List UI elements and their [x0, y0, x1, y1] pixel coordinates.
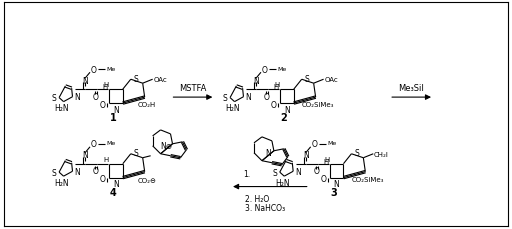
Text: O: O [262, 65, 268, 74]
Text: N: N [82, 76, 88, 85]
Text: H: H [103, 82, 109, 88]
Text: CO₂SiMe₃: CO₂SiMe₃ [351, 176, 383, 182]
Text: H: H [102, 84, 108, 90]
Text: OAc: OAc [325, 77, 338, 83]
Text: O: O [91, 65, 97, 74]
Text: H: H [103, 156, 109, 162]
Text: O: O [91, 140, 97, 149]
Text: N: N [284, 105, 290, 114]
Text: O: O [100, 174, 106, 183]
Text: 2: 2 [281, 112, 287, 123]
Text: N: N [265, 149, 271, 158]
Text: H: H [273, 84, 279, 90]
Text: S: S [223, 94, 227, 103]
Text: 2. H₂O: 2. H₂O [245, 194, 269, 203]
Text: O: O [264, 92, 270, 101]
Text: S: S [133, 149, 138, 158]
Text: N: N [246, 93, 251, 102]
Text: O: O [271, 100, 277, 109]
Text: H₂N: H₂N [225, 104, 240, 113]
Text: O: O [100, 100, 106, 109]
Text: O: O [93, 166, 99, 175]
Text: CO₂H: CO₂H [138, 102, 156, 108]
Text: Me: Me [106, 141, 116, 146]
Text: 3. NaHCO₃: 3. NaHCO₃ [245, 203, 285, 212]
Text: 1.: 1. [243, 169, 250, 178]
Text: N: N [295, 167, 301, 176]
Text: N: N [253, 76, 259, 85]
Text: Me: Me [327, 141, 336, 146]
Text: O: O [314, 166, 319, 175]
Text: H₂N: H₂N [54, 178, 69, 187]
Text: S: S [272, 168, 277, 177]
Text: Me: Me [106, 66, 116, 71]
Text: Me: Me [277, 66, 287, 71]
Text: O: O [312, 140, 317, 149]
Text: N: N [75, 93, 80, 102]
Text: CO₂⊖: CO₂⊖ [137, 177, 156, 183]
Text: N: N [82, 151, 88, 160]
Text: 3: 3 [330, 187, 337, 197]
Text: H₂N: H₂N [275, 178, 290, 187]
Text: H: H [274, 82, 280, 88]
Text: H: H [323, 158, 328, 164]
Text: S: S [52, 94, 56, 103]
Text: N: N [303, 151, 309, 160]
Text: N: N [113, 105, 119, 114]
Text: Me₃SiI: Me₃SiI [399, 84, 424, 93]
Text: S: S [354, 149, 359, 158]
Text: S: S [52, 168, 56, 177]
Text: N: N [113, 179, 119, 188]
Text: 4: 4 [110, 187, 116, 197]
Text: MSTFA: MSTFA [179, 84, 206, 93]
Text: CH₂I: CH₂I [374, 151, 389, 157]
Text: N: N [334, 179, 339, 188]
Text: N⊕: N⊕ [160, 142, 173, 151]
Text: 1: 1 [110, 112, 116, 123]
Text: S: S [133, 74, 138, 83]
Text: N: N [75, 167, 80, 176]
Text: OAc: OAc [154, 77, 167, 83]
Text: H: H [324, 156, 329, 162]
Text: O: O [93, 92, 99, 101]
Text: O: O [321, 174, 327, 183]
Text: S: S [304, 74, 309, 83]
Text: H₂N: H₂N [54, 104, 69, 113]
Text: CO₂SiMe₃: CO₂SiMe₃ [302, 102, 334, 108]
